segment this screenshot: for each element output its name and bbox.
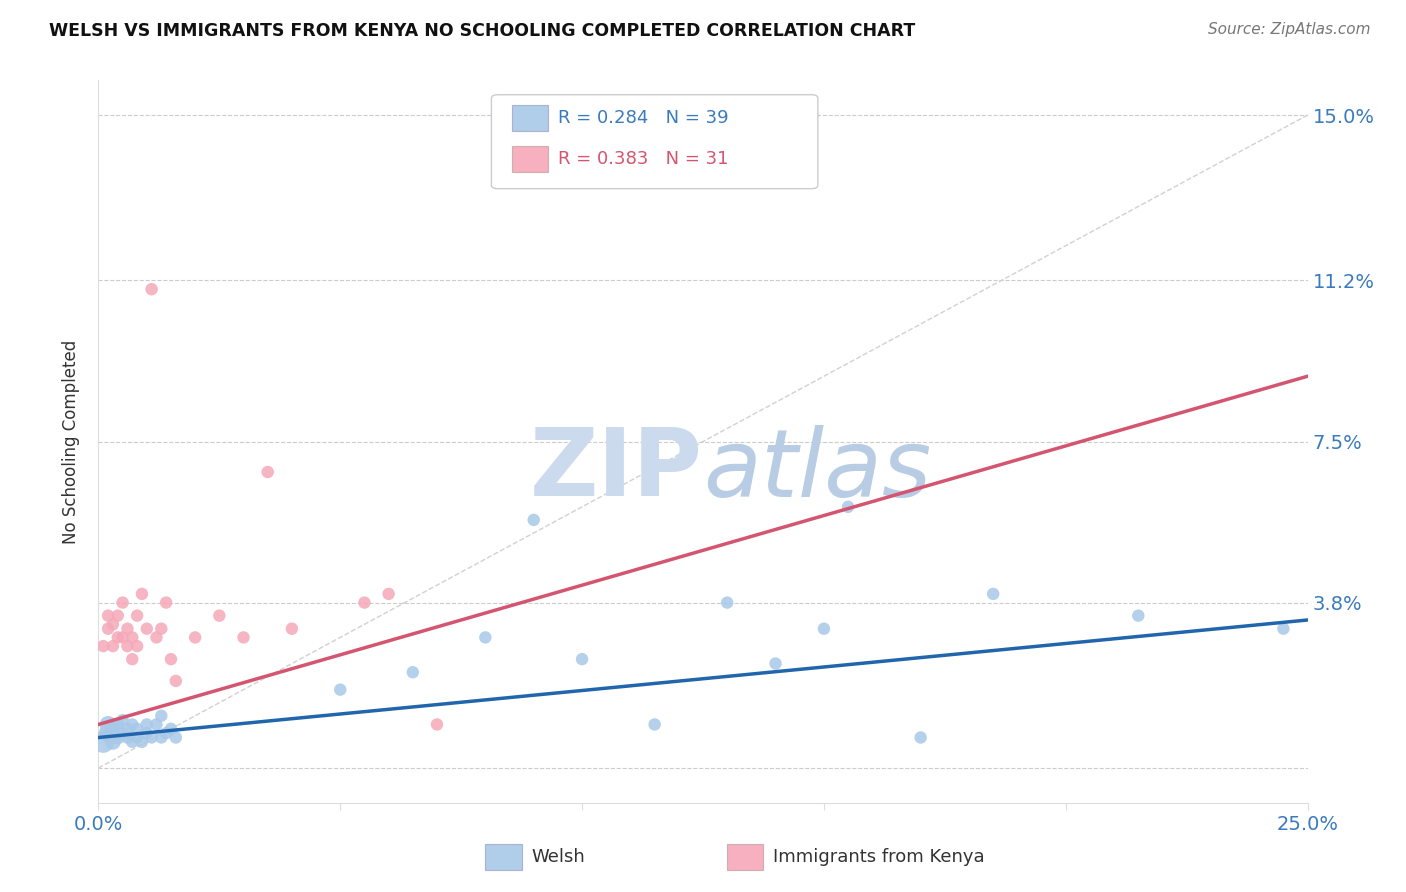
Point [644, 717, 666, 731]
Point [131, 587, 153, 601]
Point [150, 731, 173, 745]
Point [127, 639, 149, 653]
Text: Welsh: Welsh [531, 848, 585, 866]
Point [377, 587, 399, 601]
Point [145, 631, 167, 645]
Point [141, 731, 163, 745]
Point [101, 722, 124, 736]
Point [101, 617, 124, 632]
Point [97, 717, 120, 731]
Point [281, 622, 304, 636]
Point [117, 731, 139, 745]
Point [813, 622, 835, 636]
Point [127, 731, 149, 745]
Text: atlas: atlas [703, 425, 931, 516]
FancyBboxPatch shape [485, 844, 522, 870]
Text: WELSH VS IMMIGRANTS FROM KENYA NO SCHOOLING COMPLETED CORRELATION CHART: WELSH VS IMMIGRANTS FROM KENYA NO SCHOOL… [49, 22, 915, 40]
Point [111, 631, 134, 645]
Point [111, 713, 134, 727]
Point [131, 735, 153, 749]
FancyBboxPatch shape [727, 844, 763, 870]
Point [184, 631, 207, 645]
Text: ZIP: ZIP [530, 425, 703, 516]
Point [111, 596, 134, 610]
Point [150, 708, 173, 723]
Point [121, 631, 143, 645]
Point [91, 735, 114, 749]
Point [141, 282, 163, 296]
Point [107, 608, 129, 623]
Point [117, 639, 139, 653]
Point [101, 639, 124, 653]
Text: R = 0.284   N = 39: R = 0.284 N = 39 [558, 110, 728, 128]
FancyBboxPatch shape [512, 105, 548, 131]
Point [208, 608, 231, 623]
Point [107, 717, 129, 731]
Point [121, 717, 143, 731]
Point [107, 631, 129, 645]
Text: Immigrants from Kenya: Immigrants from Kenya [773, 848, 984, 866]
FancyBboxPatch shape [492, 95, 818, 189]
Point [910, 731, 932, 745]
Point [160, 652, 183, 666]
Point [256, 465, 278, 479]
Point [150, 622, 173, 636]
Point [329, 682, 352, 697]
Point [426, 717, 449, 731]
Point [121, 652, 143, 666]
Point [111, 726, 134, 740]
Point [1272, 622, 1295, 636]
Point [160, 722, 183, 736]
Point [121, 735, 143, 749]
Point [1128, 608, 1150, 623]
Point [97, 726, 120, 740]
FancyBboxPatch shape [512, 146, 548, 172]
Point [765, 657, 787, 671]
Point [155, 596, 177, 610]
Point [117, 722, 139, 736]
Point [165, 673, 187, 688]
Point [127, 608, 149, 623]
Point [571, 652, 593, 666]
Point [232, 631, 254, 645]
Point [402, 665, 425, 680]
Point [981, 587, 1004, 601]
Point [145, 717, 167, 731]
Point [135, 622, 157, 636]
Point [127, 722, 149, 736]
Y-axis label: No Schooling Completed: No Schooling Completed [62, 340, 80, 543]
Point [837, 500, 859, 514]
Point [716, 596, 738, 610]
Point [101, 735, 124, 749]
Point [353, 596, 375, 610]
Text: Source: ZipAtlas.com: Source: ZipAtlas.com [1208, 22, 1371, 37]
Point [155, 726, 177, 740]
Point [523, 513, 546, 527]
Point [135, 726, 157, 740]
Point [474, 631, 496, 645]
Point [117, 622, 139, 636]
Point [91, 639, 114, 653]
Point [135, 717, 157, 731]
Point [107, 731, 129, 745]
Text: R = 0.383   N = 31: R = 0.383 N = 31 [558, 150, 728, 168]
Point [165, 731, 187, 745]
Point [97, 622, 120, 636]
Point [97, 608, 120, 623]
